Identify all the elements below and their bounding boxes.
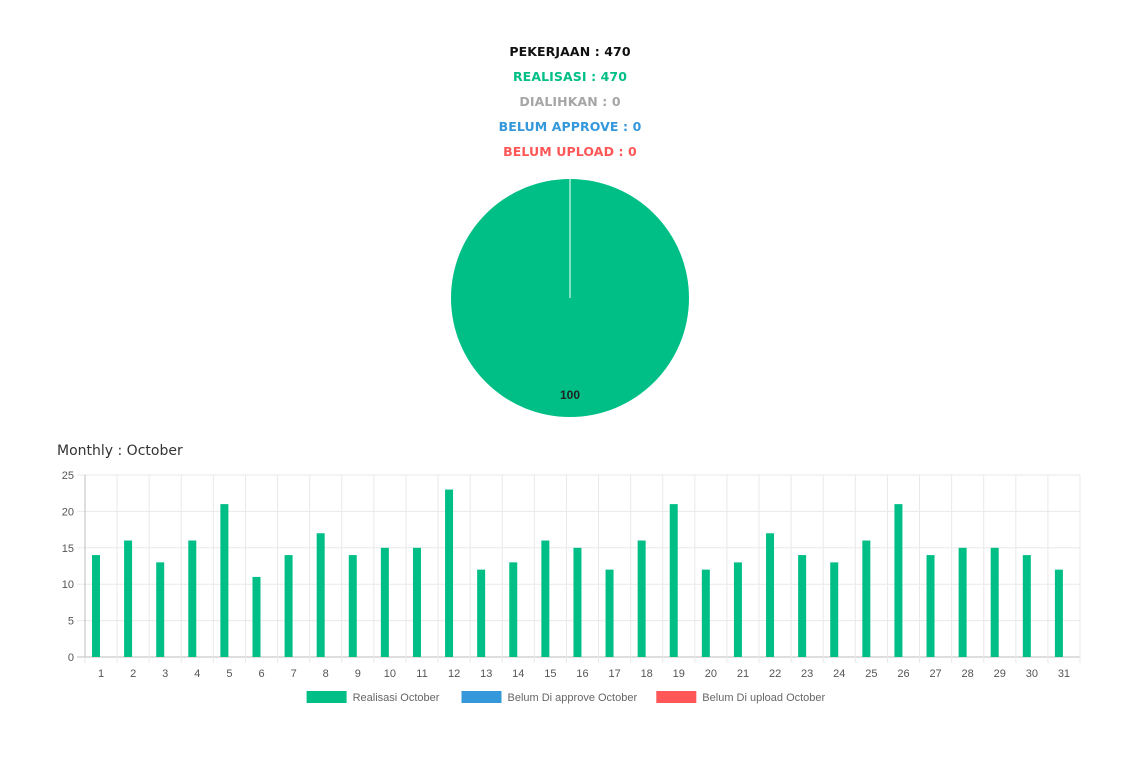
bar-realisasi-october-7: [284, 555, 293, 657]
chart-legend: Realisasi October Belum Di approve Octobe…: [306, 691, 826, 704]
x-tick-label: 11: [416, 668, 427, 680]
x-tick-label: 29: [994, 668, 1006, 680]
legend-item[interactable]: Realisasi October: [306, 691, 440, 704]
x-tick-label: 21: [737, 668, 749, 680]
legend-item[interactable]: Belum Di upload October: [656, 691, 826, 704]
x-tick-label: 31: [1058, 668, 1070, 680]
x-tick-label: 30: [1026, 668, 1038, 680]
bar-realisasi-october-10: [380, 547, 389, 657]
x-tick-label: 27: [929, 668, 941, 680]
bar-realisasi-october-17: [605, 569, 614, 657]
pie-slice-label: 100: [560, 388, 580, 402]
dialihkan-count: DIALIHKAN : 0: [519, 94, 621, 109]
legend-swatch: [461, 691, 502, 703]
bar-realisasi-october-9: [348, 555, 357, 657]
bar-realisasi-october-14: [509, 562, 518, 657]
bar-realisasi-october-11: [412, 547, 421, 657]
bar-realisasi-october-19: [669, 504, 678, 657]
bar-realisasi-october-31: [1054, 569, 1063, 657]
bar-realisasi-october-1: [92, 555, 100, 657]
bar-realisasi-october-8: [316, 533, 325, 657]
x-tick-label: 15: [544, 668, 556, 680]
bar-realisasi-october-15: [541, 540, 550, 657]
legend-swatch: [656, 691, 697, 703]
bar-realisasi-october-22: [766, 533, 775, 657]
legend-label: Realisasi October: [353, 692, 440, 704]
x-tick-label: 3: [162, 668, 168, 680]
x-tick-label: 8: [323, 668, 329, 680]
pekerjaan-count: PEKERJAAN : 470: [509, 44, 631, 59]
x-tick-label: 18: [641, 668, 653, 680]
bar-realisasi-october-6: [252, 576, 261, 657]
bar-realisasi-october-13: [477, 569, 486, 657]
bar-realisasi-october-4: [188, 540, 197, 657]
bar-realisasi-october-26: [894, 504, 903, 657]
y-tick-label: 0: [68, 652, 74, 664]
bar-realisasi-october-5: [220, 504, 229, 657]
monthly-chart-title: Monthly : October: [57, 443, 183, 459]
legend-item[interactable]: Belum Di approve October: [461, 691, 638, 704]
x-tick-label: 5: [226, 668, 232, 680]
x-tick-label: 13: [480, 668, 492, 680]
realisasi-count: REALISASI : 470: [512, 69, 628, 84]
y-tick-label: 10: [62, 579, 74, 591]
y-tick-label: 5: [68, 616, 74, 628]
x-tick-label: 10: [384, 668, 396, 680]
x-tick-label: 4: [194, 668, 200, 680]
x-tick-label: 7: [291, 668, 297, 680]
x-tick-label: 22: [769, 668, 781, 680]
x-tick-label: 24: [833, 668, 845, 680]
x-tick-label: 9: [355, 668, 361, 680]
bar-realisasi-october-28: [958, 547, 967, 657]
y-tick-label: 25: [62, 470, 74, 482]
bar-realisasi-october-2: [124, 540, 133, 657]
x-tick-label: 6: [258, 668, 264, 680]
bar-realisasi-october-25: [862, 540, 871, 657]
x-tick-label: 17: [608, 668, 620, 680]
x-tick-label: 2: [130, 668, 136, 680]
bar-realisasi-october-24: [830, 562, 839, 657]
x-tick-label: 26: [897, 668, 909, 680]
x-tick-label: 20: [705, 668, 717, 680]
bar-realisasi-october-16: [573, 547, 582, 657]
bar-realisasi-october-29: [990, 547, 999, 657]
bar-realisasi-october-21: [733, 562, 742, 657]
bar-realisasi-october-20: [701, 569, 710, 657]
belum-upload-count: BELUM UPLOAD : 0: [503, 144, 637, 159]
x-tick-label: 12: [448, 668, 460, 680]
belum-approve-count: BELUM APPROVE : 0: [498, 119, 642, 134]
bar-realisasi-october-23: [798, 555, 807, 657]
x-tick-label: 25: [865, 668, 877, 680]
y-tick-label: 15: [62, 543, 74, 555]
legend-label: Belum Di upload October: [702, 692, 825, 704]
bar-realisasi-october-27: [926, 555, 935, 657]
bar-realisasi-october-12: [445, 489, 454, 657]
pie-chart: 100: [451, 179, 689, 417]
x-tick-label: 23: [801, 668, 813, 680]
y-tick-label: 20: [62, 506, 74, 518]
x-tick-label: 19: [673, 668, 685, 680]
x-tick-label: 16: [576, 668, 588, 680]
legend-label: Belum Di approve October: [508, 692, 638, 704]
x-tick-label: 14: [512, 668, 524, 680]
bar-realisasi-october-30: [1022, 555, 1031, 657]
legend-swatch: [306, 691, 347, 703]
bar-realisasi-october-18: [637, 540, 646, 657]
x-tick-label: 1: [98, 668, 104, 680]
bar-realisasi-october-3: [156, 562, 165, 657]
x-tick-label: 28: [962, 668, 974, 680]
